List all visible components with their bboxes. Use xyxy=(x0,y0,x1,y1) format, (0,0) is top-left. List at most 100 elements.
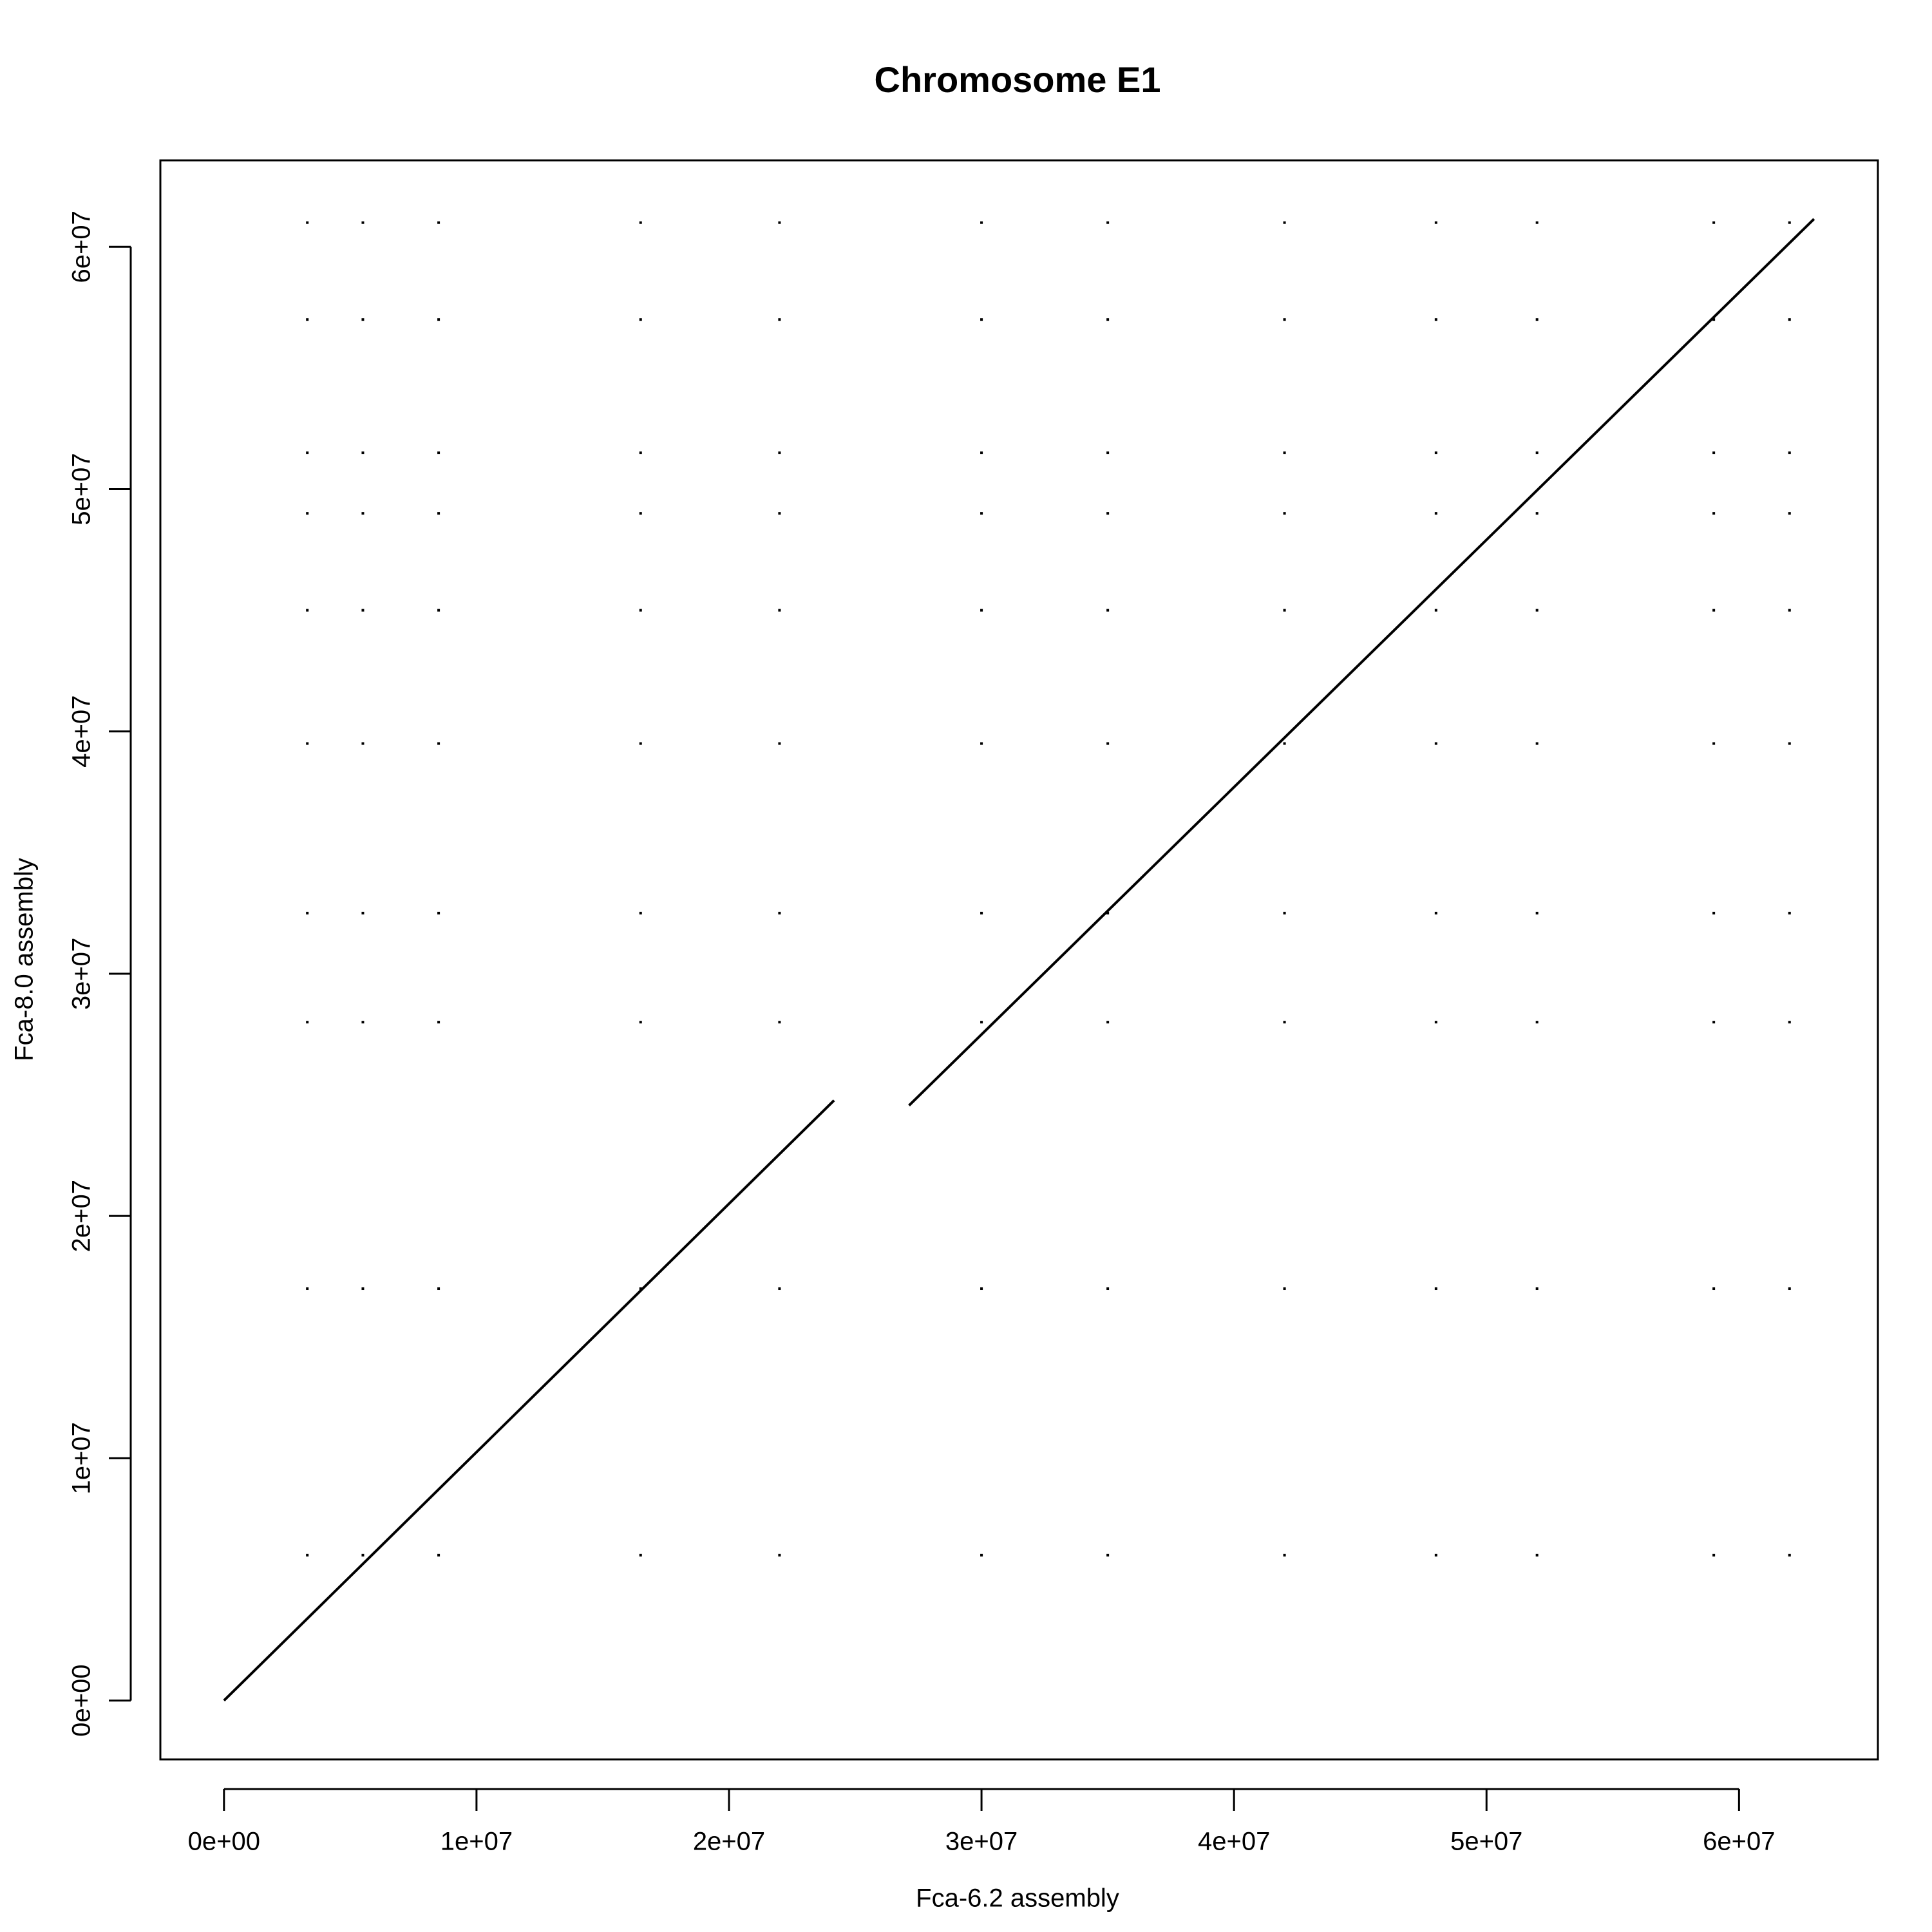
dot xyxy=(980,512,983,515)
dot xyxy=(1788,609,1791,612)
dot xyxy=(778,609,781,612)
dot xyxy=(1283,609,1286,612)
dot xyxy=(778,742,781,745)
dot xyxy=(1106,318,1110,321)
dot xyxy=(1106,1021,1110,1024)
dot xyxy=(306,742,309,745)
dot xyxy=(980,911,983,914)
dot xyxy=(1535,221,1539,224)
dot xyxy=(1712,221,1716,224)
dot xyxy=(639,742,642,745)
dot xyxy=(1434,1287,1437,1291)
plot-frame xyxy=(159,159,1879,1761)
y-tick-label: 6e+07 xyxy=(68,211,96,283)
y-tick-label: 5e+07 xyxy=(68,453,96,525)
dot xyxy=(361,1287,365,1291)
dot xyxy=(1535,1553,1539,1557)
dot xyxy=(1283,1553,1286,1557)
dot xyxy=(437,911,440,914)
dot xyxy=(437,221,440,224)
dot xyxy=(306,318,309,321)
dot xyxy=(1106,911,1110,914)
x-tick-label: 0e+00 xyxy=(188,1828,260,1856)
dot xyxy=(980,318,983,321)
dot xyxy=(980,221,983,224)
dot xyxy=(437,1287,440,1291)
dot xyxy=(306,1021,309,1024)
dot xyxy=(1283,318,1286,321)
dot xyxy=(1535,1287,1539,1291)
dot xyxy=(639,911,642,914)
x-tick-label: 5e+07 xyxy=(1450,1828,1522,1856)
dot xyxy=(1788,911,1791,914)
dot xyxy=(778,1021,781,1024)
dot xyxy=(1106,1287,1110,1291)
dot xyxy=(1535,512,1539,515)
dot xyxy=(1712,742,1716,745)
dot xyxy=(306,221,309,224)
dot xyxy=(437,512,440,515)
dot xyxy=(639,221,642,224)
dot xyxy=(778,1553,781,1557)
dot xyxy=(778,451,781,455)
dot xyxy=(437,318,440,321)
x-tick-label: 6e+07 xyxy=(1703,1828,1775,1856)
dot xyxy=(980,1553,983,1557)
x-tick-label: 2e+07 xyxy=(693,1828,765,1856)
dot xyxy=(1535,1021,1539,1024)
dot xyxy=(1712,911,1716,914)
dot xyxy=(1434,609,1437,612)
dot xyxy=(1283,1021,1286,1024)
x-axis-label: Fca-6.2 assembly xyxy=(916,1884,1119,1913)
dot xyxy=(1434,742,1437,745)
dot xyxy=(639,512,642,515)
dot xyxy=(980,742,983,745)
dot xyxy=(1788,742,1791,745)
dot xyxy=(1434,512,1437,515)
dot xyxy=(639,1021,642,1024)
dot xyxy=(1283,451,1286,455)
x-tick-label: 3e+07 xyxy=(945,1828,1018,1856)
dot xyxy=(1283,911,1286,914)
dot xyxy=(361,911,365,914)
dot xyxy=(1712,512,1716,515)
dot xyxy=(1106,512,1110,515)
dot xyxy=(306,1287,309,1291)
dot xyxy=(361,1021,365,1024)
dot xyxy=(1283,512,1286,515)
dot xyxy=(437,609,440,612)
dot xyxy=(980,1021,983,1024)
dot xyxy=(639,1553,642,1557)
dot xyxy=(361,221,365,224)
y-tick-label: 1e+07 xyxy=(68,1422,96,1494)
dot xyxy=(1712,1287,1716,1291)
dot xyxy=(1106,1553,1110,1557)
dot xyxy=(1106,221,1110,224)
dot xyxy=(639,318,642,321)
dot xyxy=(1712,609,1716,612)
dot xyxy=(306,451,309,455)
dot xyxy=(361,318,365,321)
dot xyxy=(1712,1021,1716,1024)
dot xyxy=(306,609,309,612)
dot xyxy=(361,742,365,745)
dot xyxy=(1712,318,1716,321)
dot xyxy=(1788,1553,1791,1557)
y-axis-label: Fca-8.0 assembly xyxy=(10,858,39,1061)
dot xyxy=(306,512,309,515)
dot xyxy=(1434,911,1437,914)
dot xyxy=(778,318,781,321)
dot xyxy=(361,512,365,515)
dot xyxy=(1434,1553,1437,1557)
dot xyxy=(1434,221,1437,224)
dot xyxy=(437,451,440,455)
y-tick-label: 3e+07 xyxy=(68,938,96,1010)
y-tick-label: 0e+00 xyxy=(68,1664,96,1736)
dot xyxy=(1106,742,1110,745)
dot xyxy=(1283,221,1286,224)
dot xyxy=(778,221,781,224)
dot xyxy=(1712,1553,1716,1557)
